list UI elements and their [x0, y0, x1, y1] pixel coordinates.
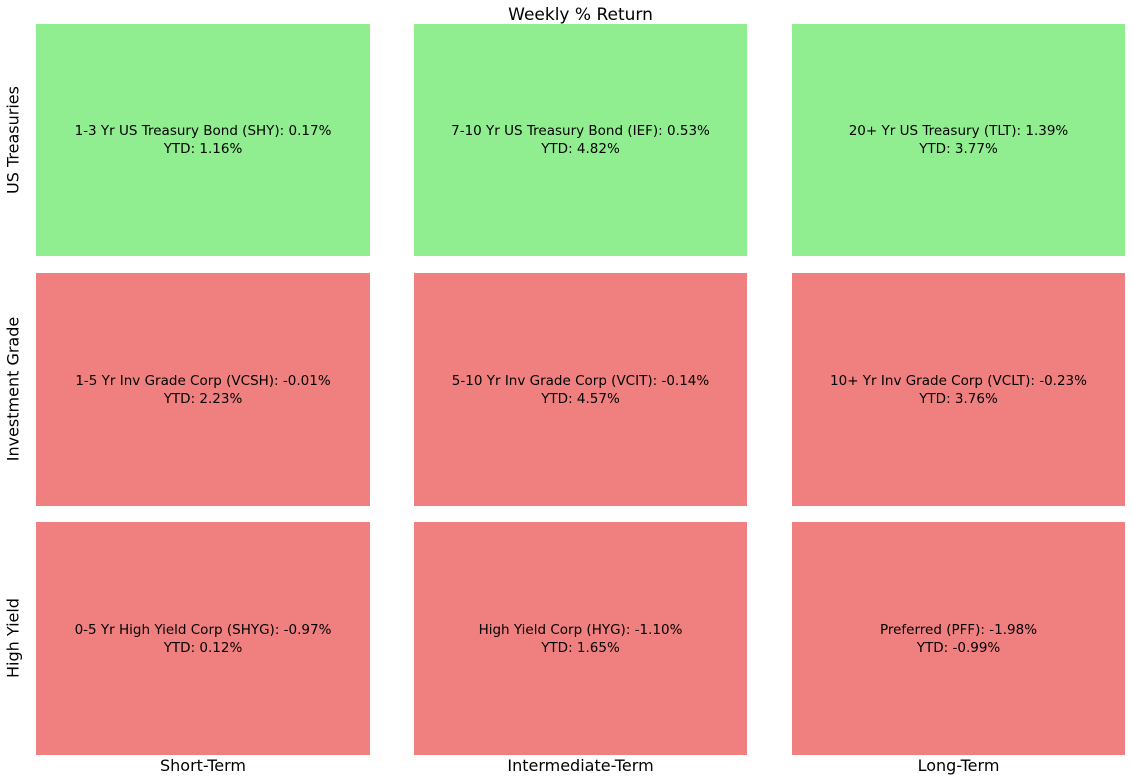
cell-ytd: YTD: -0.99% [916, 639, 1001, 656]
cell-ytd: YTD: 0.12% [163, 639, 243, 656]
cell-tlt: 20+ Yr US Treasury (TLT): 1.39% YTD: 3.7… [792, 24, 1125, 256]
cell-label: 5-10 Yr Inv Grade Corp (VCIT): -0.14% [451, 372, 710, 389]
cell-ytd: YTD: 1.16% [163, 141, 243, 157]
col-label-long-term: Long-Term [917, 756, 1000, 775]
cell-vcit: 5-10 Yr Inv Grade Corp (VCIT): -0.14% YT… [414, 273, 747, 506]
row-label-high-yield: High Yield [3, 598, 23, 678]
cell-label: 20+ Yr US Treasury (TLT): 1.39% [848, 123, 1069, 139]
chart-title: Weekly % Return [508, 5, 653, 25]
cell-label: 0-5 Yr High Yield Corp (SHYG): -0.97% [74, 621, 332, 638]
cell-shy: 1-3 Yr US Treasury Bond (SHY): 0.17% YTD… [36, 24, 370, 256]
cell-pff: Preferred (PFF): -1.98% YTD: -0.99% [792, 522, 1125, 755]
cell-ytd: YTD: 4.57% [541, 390, 620, 407]
row-label-investment-grade: Investment Grade [3, 316, 23, 462]
col-label-short-term: Short-Term [159, 756, 247, 775]
cell-label: 7-10 Yr US Treasury Bond (IEF): 0.53% [451, 123, 710, 139]
cell-label: Preferred (PFF): -1.98% [879, 621, 1038, 638]
cell-ytd: YTD: 2.23% [163, 390, 243, 407]
cell-shyg: 0-5 Yr High Yield Corp (SHYG): -0.97% YT… [36, 522, 370, 755]
cell-vcsh: 1-5 Yr Inv Grade Corp (VCSH): -0.01% YTD… [36, 273, 370, 506]
cell-label: High Yield Corp (HYG): -1.10% [478, 621, 683, 638]
cell-label: 1-3 Yr US Treasury Bond (SHY): 0.17% [74, 123, 332, 139]
row-label-us-treasuries: US Treasuries [3, 86, 23, 194]
cell-hyg: High Yield Corp (HYG): -1.10% YTD: 1.65% [414, 522, 747, 755]
cell-ief: 7-10 Yr US Treasury Bond (IEF): 0.53% YT… [414, 24, 747, 256]
cell-ytd: YTD: 3.76% [919, 390, 998, 407]
cell-ytd: YTD: 3.77% [919, 141, 998, 157]
cell-label: 10+ Yr Inv Grade Corp (VCLT): -0.23% [830, 372, 1087, 389]
cell-ytd: YTD: 4.82% [541, 141, 620, 157]
cell-vclt: 10+ Yr Inv Grade Corp (VCLT): -0.23% YTD… [792, 273, 1125, 506]
cell-ytd: YTD: 1.65% [541, 639, 620, 656]
col-label-intermediate-term: Intermediate-Term [507, 756, 654, 775]
cell-label: 1-5 Yr Inv Grade Corp (VCSH): -0.01% [75, 372, 331, 389]
